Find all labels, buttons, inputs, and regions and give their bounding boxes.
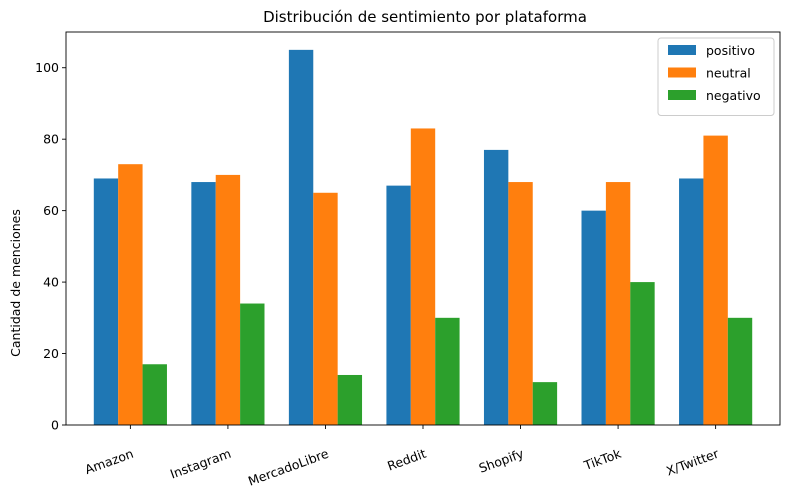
- x-tick-label: Instagram: [168, 446, 233, 482]
- legend-swatch-neutral: [668, 67, 696, 78]
- bar-neutral-x-twitter: [703, 135, 728, 426]
- legend-swatch-negativo: [668, 90, 696, 100]
- bar-positivo-amazon: [93, 178, 119, 425]
- legend-swatch-positivo: [668, 45, 696, 55]
- bar-positivo-instagram: [191, 182, 216, 425]
- legend-label-positivo: positivo: [706, 43, 755, 58]
- bar-negativo-amazon: [142, 364, 167, 425]
- bar-negativo-instagram: [240, 303, 265, 425]
- y-tick-label: 0: [51, 418, 59, 433]
- bar-positivo-x-twitter: [679, 178, 704, 425]
- bar-neutral-reddit: [410, 128, 436, 425]
- bar-positivo-mercadolibre: [288, 49, 314, 426]
- x-tick-label: X/Twitter: [664, 445, 721, 478]
- bar-negativo-tiktok: [630, 282, 655, 425]
- x-tick-label: MercadoLibre: [246, 446, 331, 489]
- bar-negativo-reddit: [435, 317, 460, 425]
- bar-negativo-x-twitter: [727, 317, 753, 425]
- x-tick-label: Reddit: [385, 446, 428, 474]
- legend-label-neutral: neutral: [706, 66, 751, 81]
- x-tick-label: TikTok: [581, 445, 624, 473]
- bar-neutral-shopify: [508, 182, 533, 425]
- x-tick-label: Amazon: [83, 446, 136, 477]
- y-tick-label: 40: [43, 275, 59, 290]
- bar-negativo-mercadolibre: [337, 374, 363, 425]
- y-tick-label: 80: [43, 132, 59, 147]
- bars-layer: [93, 49, 753, 426]
- bar-positivo-shopify: [483, 149, 509, 425]
- legend: positivo neutral negativo: [657, 37, 775, 116]
- legend-label-negativo: negativo: [706, 88, 761, 103]
- y-tick-label: 60: [43, 203, 59, 218]
- y-axis-label: Cantidad de menciones: [8, 209, 23, 357]
- bar-neutral-amazon: [118, 164, 143, 425]
- bar-neutral-tiktok: [605, 182, 631, 425]
- chart-title: Distribución de sentimiento por platafor…: [263, 8, 587, 26]
- x-tick-label: Shopify: [477, 446, 526, 476]
- y-tick-label: 20: [43, 346, 59, 361]
- bar-positivo-tiktok: [581, 210, 606, 425]
- bar-neutral-mercadolibre: [313, 192, 338, 425]
- bar-negativo-shopify: [532, 382, 558, 425]
- y-tick-label: 100: [35, 60, 59, 75]
- bar-neutral-instagram: [215, 174, 241, 425]
- bar-positivo-reddit: [386, 185, 411, 425]
